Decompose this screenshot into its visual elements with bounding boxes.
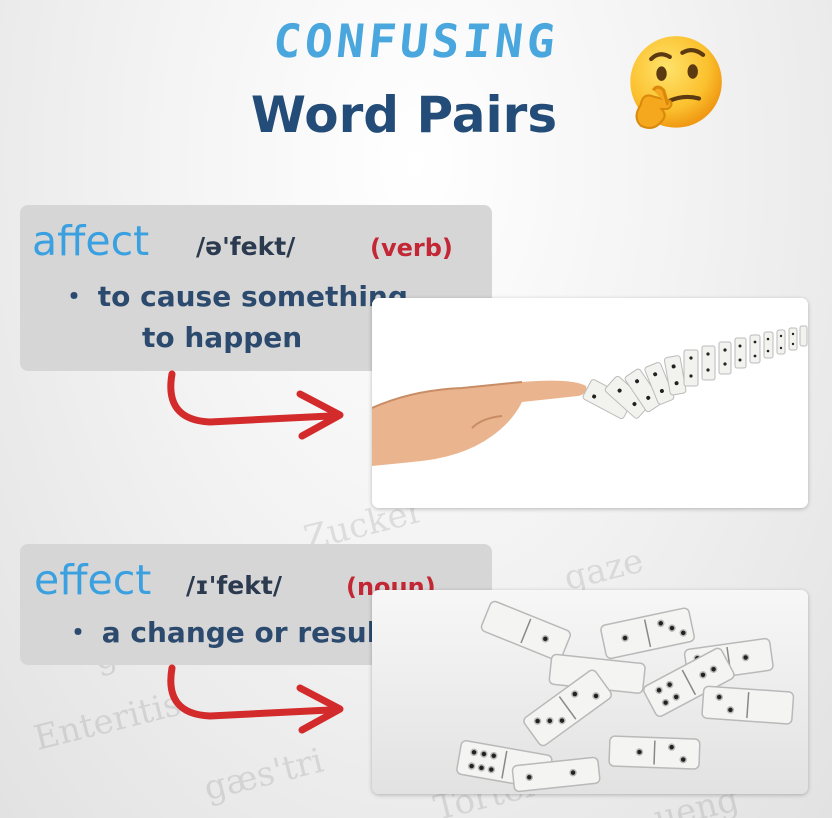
word-affect: affect [32,217,150,265]
title-word-pairs: Word Pairs [250,86,558,144]
finger-dominoes-image [372,298,808,508]
definition-affect-line1: ・ to cause something [60,280,408,313]
affect-photo [372,298,808,508]
arrow-affect-icon [167,370,344,440]
pronunciation-effect: /ɪ'fekt/ [186,571,282,600]
arrow-effect-icon [167,664,344,734]
part-of-speech-affect: (verb) [370,234,453,262]
affect-card: affect /ə'fekt/ (verb) ・ to cause someth… [20,205,492,371]
definition-effect: ・ a change or result [64,616,390,649]
pronunciation-affect: /ə'fekt/ [196,232,296,261]
definition-affect-line2: to happen [142,321,303,354]
effect-photo [372,590,808,794]
word-effect: effect [34,556,152,604]
thinking-face-icon [630,36,722,129]
background-word: gæs'tri [200,740,328,809]
scattered-dominoes-image [456,600,795,793]
